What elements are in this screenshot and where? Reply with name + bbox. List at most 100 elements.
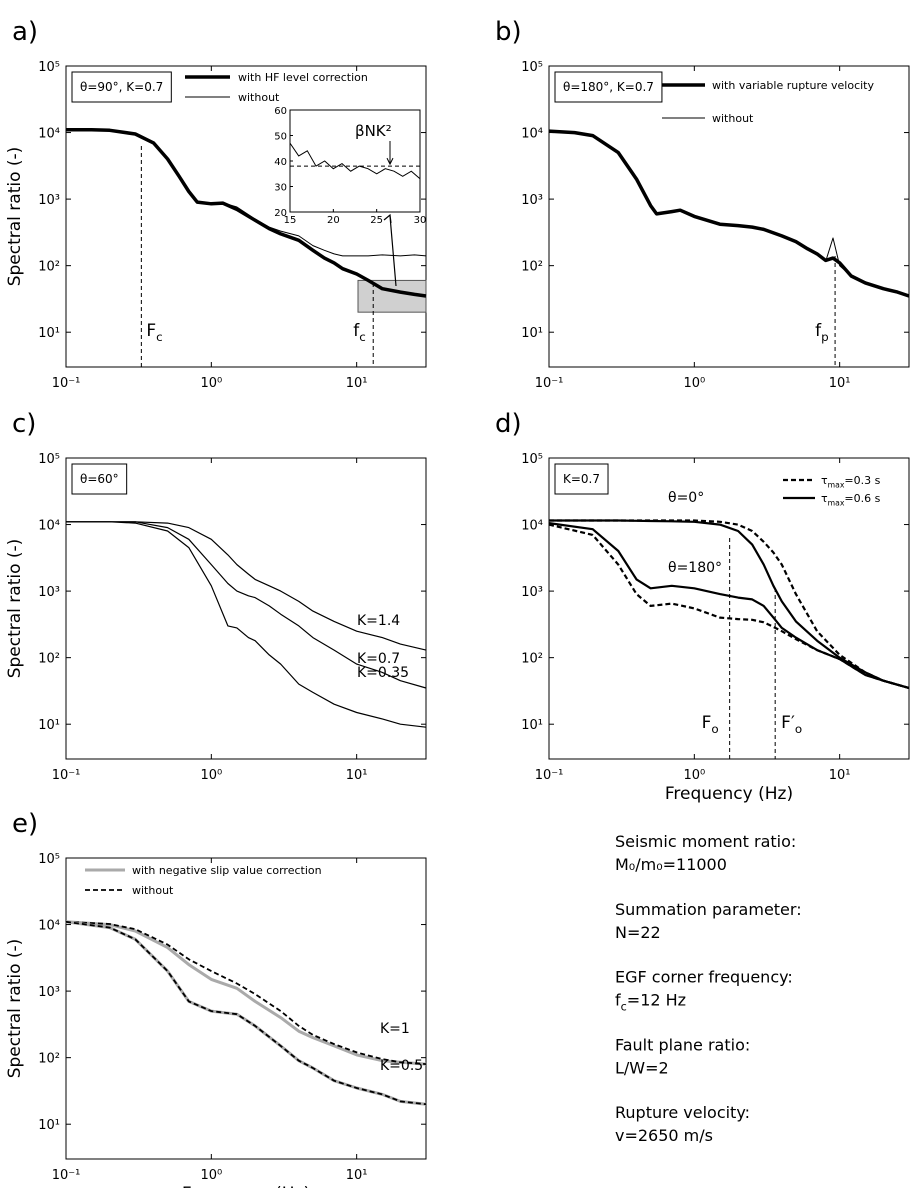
- inset-y-tick-label: 60: [274, 106, 287, 117]
- legend-label-main: with HF level correction: [238, 71, 368, 84]
- parameter-value-main: M₀/m₀=11000: [615, 855, 727, 874]
- panel-label: a): [12, 17, 38, 47]
- y-tick-label: 10³: [38, 585, 60, 600]
- parameter-value-sub: c: [621, 1000, 627, 1013]
- y-tick-label: 10⁴: [38, 127, 60, 142]
- x-tick-label: 10⁰: [200, 1168, 222, 1183]
- y-tick-label: 10³: [38, 193, 60, 208]
- legend-label: with variable rupture velocity: [712, 79, 874, 92]
- y-tick-label: 10²: [521, 652, 543, 667]
- panel: 10¹ 10² 10³ 10⁴ 10⁵ 10⁻¹ 10⁰ 10¹ Spectral ratio …: [5, 852, 427, 1188]
- plot-frame: [65, 457, 427, 760]
- annotation-main: K=1.4: [357, 613, 400, 629]
- marker-label-sub: o: [711, 722, 718, 736]
- panel-label: b): [495, 17, 522, 47]
- x-tick-label: 10¹: [829, 768, 851, 783]
- legend-label-main: without: [712, 112, 754, 125]
- marker-label-main: f: [815, 321, 822, 341]
- marker-label: F′o: [781, 713, 802, 736]
- panel-title: θ=60°: [80, 472, 119, 486]
- series-line: [549, 519, 910, 690]
- x-tick-label: 10⁰: [200, 376, 222, 391]
- plot-frame: [65, 65, 427, 368]
- y-tick-label: 10⁵: [38, 60, 60, 75]
- y-tick-label: 10¹: [38, 718, 60, 733]
- x-axis-label: Frequency (Hz): [665, 784, 793, 804]
- marker-label-main: F′: [781, 713, 795, 733]
- marker-label-main: f: [353, 321, 360, 341]
- legend-label-main: τ: [821, 492, 828, 505]
- series-line: [65, 920, 427, 1065]
- parameter-heading: Seismic moment ratio:: [615, 832, 796, 851]
- parameter-value-tail: =12 Hz: [627, 991, 686, 1010]
- panel-title: K=0.7: [563, 472, 600, 486]
- y-tick-label: 10⁵: [521, 452, 543, 467]
- y-tick-label: 10²: [38, 260, 60, 275]
- annotation-main: θ=0°: [668, 490, 704, 506]
- legend-label: without: [132, 884, 174, 897]
- legend-label-tail: =0.6 s: [844, 492, 880, 505]
- plot-frame: [548, 457, 910, 760]
- annotation-main: θ=180°: [668, 560, 722, 576]
- zoom-box: [357, 279, 427, 313]
- y-tick-label: 10⁵: [38, 452, 60, 467]
- series-line: [548, 522, 910, 690]
- x-tick-label: 10¹: [346, 1168, 368, 1183]
- title-box: [554, 71, 663, 103]
- parameter-value-main: f: [615, 991, 621, 1010]
- parameter-value: v=2650 m/s: [615, 1126, 713, 1145]
- y-tick-label: 10¹: [521, 718, 543, 733]
- parameter-value-main: N=22: [615, 923, 661, 942]
- plot-frame: [548, 65, 910, 368]
- y-tick-label: 10⁵: [521, 60, 543, 75]
- x-tick-label: 10⁰: [683, 376, 705, 391]
- series-line: [66, 521, 427, 689]
- legend-label: τmax=0.6 s: [821, 492, 881, 507]
- series-line: [549, 519, 910, 690]
- series-line: [65, 920, 427, 1106]
- marker-label: fp: [815, 321, 829, 344]
- y-tick-label: 10¹: [521, 326, 543, 341]
- y-tick-label: 10⁴: [38, 519, 60, 534]
- marker-label: Fc: [146, 321, 162, 344]
- y-tick-label: 10¹: [38, 1118, 60, 1133]
- annotation: θ=0°: [668, 490, 704, 506]
- x-tick-label: 10¹: [829, 376, 851, 391]
- legend-label-tail: =0.3 s: [844, 474, 880, 487]
- y-tick-label: 10³: [521, 585, 543, 600]
- inset-level-label: βNK²: [355, 122, 392, 140]
- x-tick-label: 10¹: [346, 376, 368, 391]
- y-tick-label: 10⁴: [521, 127, 543, 142]
- x-tick-label: 10⁻¹: [52, 768, 81, 783]
- marker-label-sub: c: [359, 330, 366, 344]
- inset-level-label-main: βNK²: [355, 122, 392, 140]
- panel-label: d): [495, 409, 522, 439]
- panel-title: θ=180°, K=0.7: [563, 80, 654, 94]
- y-tick-label: 10⁵: [38, 852, 60, 867]
- parameter-value: M₀/m₀=11000: [615, 855, 727, 874]
- marker-label: Fo: [702, 713, 719, 736]
- parameter-value-main: L/W=2: [615, 1058, 669, 1077]
- y-tick-label: 10⁴: [521, 519, 543, 534]
- panel-title: θ=90°, K=0.7: [80, 80, 163, 94]
- panel: 10¹ 10² 10³ 10⁴ 10⁵ 10⁻¹ 10⁰ 10¹ Spectral ratio …: [5, 452, 427, 783]
- parameter-heading: Fault plane ratio:: [615, 1035, 750, 1054]
- parameter-value: N=22: [615, 923, 661, 942]
- annotation: θ=180°: [668, 560, 722, 576]
- parameter-heading: Rupture velocity:: [615, 1103, 750, 1122]
- title-box: [71, 463, 128, 495]
- annotation-main: K=1: [380, 1021, 410, 1037]
- legend-label-sub: max: [828, 498, 845, 507]
- y-tick-label: 10²: [38, 652, 60, 667]
- legend-label-main: with variable rupture velocity: [712, 79, 874, 92]
- panel: 10¹ 10² 10³ 10⁴ 10⁵ 10⁻¹ 10⁰ 10¹ fp θ=180°, K=0.7…: [521, 60, 910, 391]
- parameter-value: L/W=2: [615, 1058, 669, 1077]
- parameter-heading: EGF corner frequency:: [615, 968, 793, 987]
- x-tick-label: 10⁻¹: [535, 768, 564, 783]
- legend-label: τmax=0.3 s: [821, 474, 881, 489]
- inset-x-tick-label: 15: [284, 215, 297, 226]
- zoom-arrow: [383, 213, 397, 287]
- y-axis-label: Spectral ratio (-): [5, 147, 25, 287]
- panel-label: c): [12, 409, 36, 439]
